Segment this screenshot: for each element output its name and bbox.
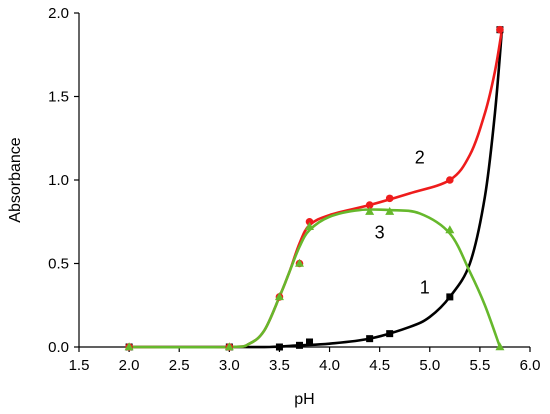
x-tick-label: 2.5 [169, 357, 190, 374]
y-tick-label: 2.0 [48, 5, 69, 22]
series-3-point [294, 258, 304, 267]
series-2-point [496, 25, 504, 34]
series-3-point [305, 221, 315, 230]
series-markers [124, 25, 505, 351]
x-tick-label: 4.0 [319, 357, 340, 374]
series-1-line [127, 28, 504, 349]
series-1-point [295, 341, 303, 349]
y-ticks: 0.0 0.5 1.0 1.5 2.0 [48, 5, 79, 356]
series-2-point [385, 194, 394, 203]
series-label-2: 2 [415, 147, 425, 167]
x-axis-title: pH [294, 391, 314, 408]
x-tick-label: 4.5 [369, 357, 390, 374]
x-tick-label: 3.5 [269, 357, 290, 374]
y-tick-label: 0.0 [48, 339, 69, 356]
y-axis-title: Absorbance [7, 137, 24, 222]
series-2-point [446, 176, 454, 184]
series-3-point [224, 342, 234, 351]
series-3-point [495, 342, 505, 351]
series-3-line [127, 208, 502, 349]
series-1-point [366, 335, 374, 343]
series-1-point [275, 343, 283, 351]
series-label-3: 3 [375, 222, 385, 242]
series-1-point [446, 293, 454, 301]
x-tick-label: 2.0 [119, 357, 140, 374]
series-2-line [127, 28, 504, 349]
series-1-point [386, 330, 394, 338]
y-tick-label: 0.5 [48, 256, 69, 273]
series-2-point [305, 217, 314, 226]
series-3-point [445, 225, 455, 234]
series-3-point [124, 342, 134, 351]
series-3-point [385, 206, 395, 215]
x-tick-label: 5.5 [469, 357, 490, 374]
series-3-point [274, 292, 284, 301]
y-tick-label: 1.5 [48, 89, 69, 106]
series-3-point [365, 206, 375, 215]
series-curves [127, 28, 504, 349]
axes [78, 13, 530, 348]
x-tick-label: 3.0 [219, 357, 240, 374]
x-tick-label: 5.0 [419, 357, 440, 374]
x-tick-label: 6.0 [520, 357, 541, 374]
series-annotations: 1 2 3 [375, 147, 430, 297]
x-tick-label: 1.5 [69, 357, 90, 374]
series-1-point [306, 338, 314, 346]
series-label-1: 1 [420, 278, 430, 298]
series-2-point [365, 201, 374, 209]
x-ticks: 1.5 2.0 2.5 3.0 3.5 4.0 4.5 5.0 5.5 6.0 [69, 347, 541, 374]
y-tick-label: 1.0 [48, 172, 69, 189]
